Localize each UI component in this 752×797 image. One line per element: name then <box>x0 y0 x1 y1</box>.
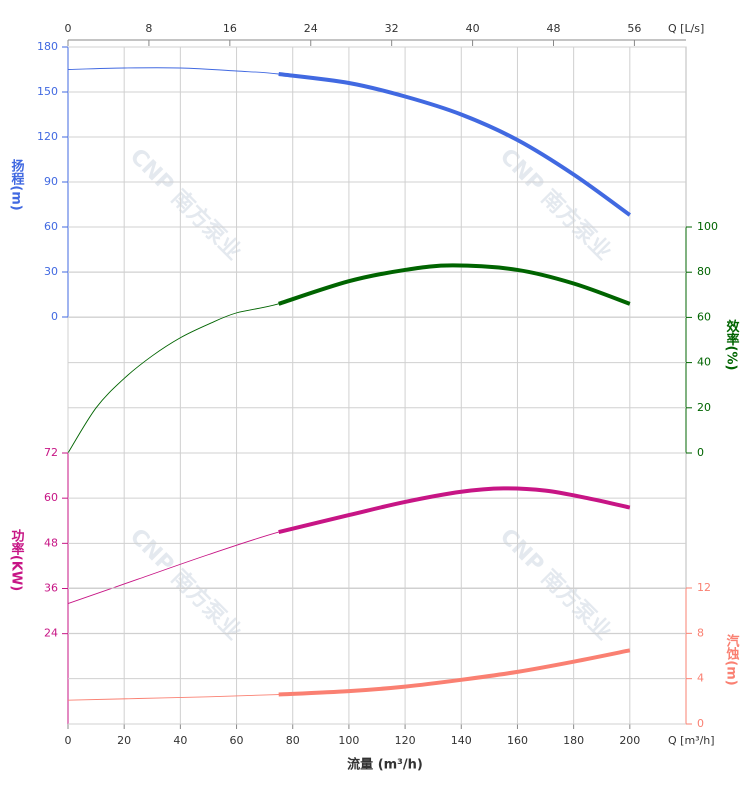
y-tick-label: 20 <box>697 401 711 414</box>
y-axis-title: 功率(KW) <box>9 529 25 591</box>
y-tick-label: 48 <box>44 536 58 549</box>
y-axis-title: 扬程(m) <box>9 159 25 211</box>
x2-tick-label: 0 <box>65 22 72 35</box>
y-tick-label: 150 <box>37 85 58 98</box>
x-tick-label: 60 <box>230 734 244 747</box>
y-tick-label: 4 <box>697 672 704 685</box>
curve-operating <box>278 648 631 697</box>
x2-tick-label: 8 <box>145 22 152 35</box>
y-tick-label: 24 <box>44 627 58 640</box>
x2-tick-label: 16 <box>223 22 237 35</box>
y-tick-label: 0 <box>51 310 58 323</box>
y-axis-title: 汽蚀(m) <box>724 634 741 686</box>
y-tick-label: 40 <box>697 356 711 369</box>
x-tick-label: 120 <box>395 734 416 747</box>
x2-tick-label: 32 <box>385 22 399 35</box>
y-tick-label: 60 <box>44 220 58 233</box>
y-tick-label: 36 <box>44 582 58 595</box>
y-tick-label: 180 <box>37 40 58 53</box>
x-tick-label: 80 <box>286 734 300 747</box>
x-tick-label: 180 <box>563 734 584 747</box>
y-tick-label: 60 <box>697 310 711 323</box>
x-axis-title: 流量 (m³/h) <box>347 757 423 773</box>
x-tick-label: 40 <box>173 734 187 747</box>
x2-unit-label: Q [L/s] <box>668 22 704 35</box>
x-tick-label: 0 <box>65 734 72 747</box>
x-tick-label: 160 <box>507 734 528 747</box>
x-unit-label: Q [m³/h] <box>668 734 715 747</box>
x-tick-label: 100 <box>338 734 359 747</box>
x2-tick-label: 56 <box>627 22 641 35</box>
curve-operating <box>278 263 631 306</box>
x-tick-label: 20 <box>117 734 131 747</box>
x2-tick-label: 48 <box>546 22 560 35</box>
x-tick-label: 200 <box>619 734 640 747</box>
curve-operating <box>278 72 631 217</box>
y-tick-label: 90 <box>44 175 58 188</box>
x-tick-label: 140 <box>451 734 472 747</box>
watermark: CNP 南方泵业 <box>125 143 247 265</box>
y-tick-label: 12 <box>697 581 711 594</box>
watermark: CNP 南方泵业 <box>495 523 617 645</box>
y-tick-label: 120 <box>37 130 58 143</box>
x2-tick-label: 24 <box>304 22 318 35</box>
x2-tick-label: 40 <box>466 22 480 35</box>
y-tick-label: 80 <box>697 265 711 278</box>
y-tick-label: 30 <box>44 265 58 278</box>
y-axis-title: 效率(%) <box>724 319 740 370</box>
y-tick-label: 100 <box>697 220 718 233</box>
y-tick-label: 72 <box>44 446 58 459</box>
y-tick-label: 0 <box>697 446 704 459</box>
y-tick-label: 8 <box>697 626 704 639</box>
watermark: CNP 南方泵业 <box>125 523 247 645</box>
y-tick-label: 60 <box>44 491 58 504</box>
y-tick-label: 0 <box>697 717 704 730</box>
curve-operating <box>278 486 631 534</box>
